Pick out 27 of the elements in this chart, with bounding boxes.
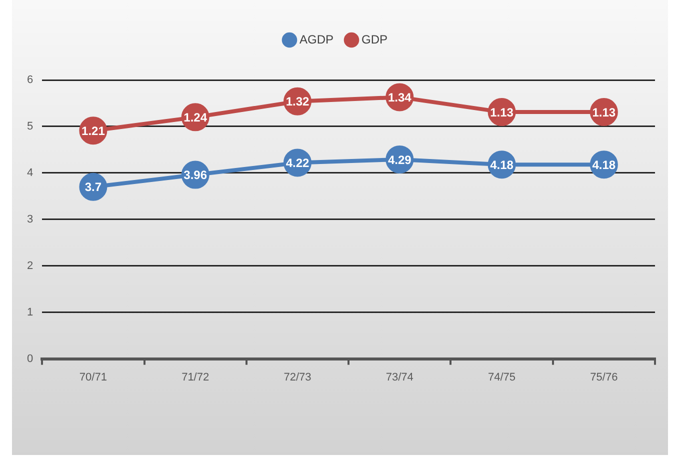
annotation: 1.21 <box>82 124 106 138</box>
x-tick-label: 73/74 <box>386 371 414 384</box>
data-label: 3.7 <box>84 180 102 194</box>
x-tick-label: 75/76 <box>590 371 618 384</box>
y-tick-label: 4 <box>26 166 34 179</box>
annotation: 1.24 <box>184 110 208 124</box>
y-tick-label: 5 <box>26 120 34 132</box>
y-tick-label: 2 <box>26 260 34 272</box>
annotation: 1.13 <box>490 105 514 120</box>
y-tick-label: 3 <box>26 213 34 226</box>
data-label: 4.18 <box>592 158 616 172</box>
x-tick-label: 72/73 <box>284 371 312 384</box>
y-tick-label: 6 <box>26 74 34 86</box>
y-tick-label: 0 <box>26 352 34 365</box>
x-tick-label: 74/75 <box>488 371 516 384</box>
x-tick-label: 71/72 <box>182 371 210 384</box>
y-tick-label: 1 <box>26 306 34 318</box>
annotation: 1.13 <box>592 105 616 120</box>
data-label: 4.22 <box>286 156 310 170</box>
legend-label: AGDP <box>299 32 334 46</box>
annotation: 1.32 <box>286 94 310 109</box>
data-label: 3.96 <box>184 168 208 182</box>
annotation: 1.34 <box>388 90 412 105</box>
data-label: 4.18 <box>490 158 514 172</box>
x-tick-label: 70/71 <box>79 371 107 384</box>
data-label: 4.29 <box>388 152 412 167</box>
legend-label: GDP <box>362 32 388 46</box>
